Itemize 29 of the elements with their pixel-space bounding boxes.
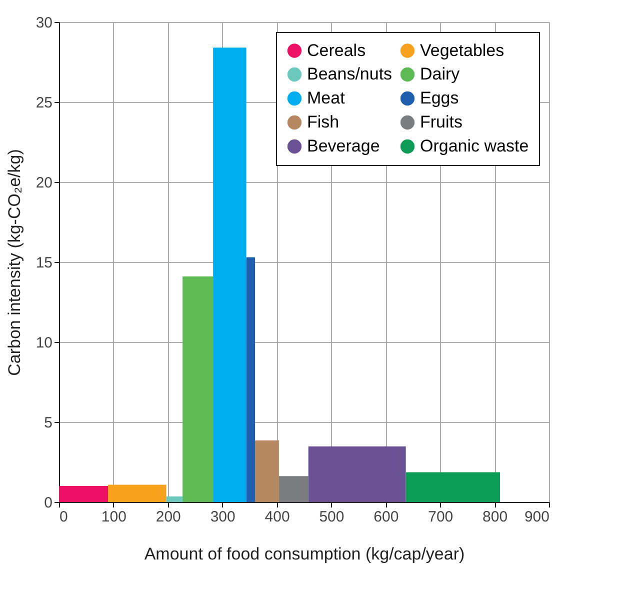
x-tick-label: 600 <box>374 508 399 526</box>
legend-label: Beverage <box>307 136 380 156</box>
legend-label: Dairy <box>420 64 460 84</box>
y-tick-label: 0 <box>44 494 52 512</box>
legend-label: Organic waste <box>420 136 529 156</box>
legend-label: Fruits <box>420 112 462 132</box>
x-tick-label: 700 <box>428 508 454 526</box>
x-tick-label: 800 <box>482 508 508 526</box>
y-tick-label: 25 <box>36 94 52 112</box>
y-tick-label: 30 <box>36 14 52 32</box>
legend-label: Vegetables <box>420 40 504 60</box>
legend-label: Meat <box>307 88 346 108</box>
x-tick-label: 0 <box>60 508 68 526</box>
x-tick-label: 100 <box>101 508 126 526</box>
x-tick-label: 400 <box>264 508 290 526</box>
x-tick-label: 500 <box>319 508 344 526</box>
legend-label: Cereals <box>307 40 366 60</box>
y-tick-label: 20 <box>36 174 52 192</box>
y-tick-label: 15 <box>36 254 52 272</box>
legend-label: Fish <box>307 112 340 132</box>
x-tick-label: 300 <box>210 508 236 526</box>
y-tick-label: 5 <box>44 414 52 432</box>
legend-label: Eggs <box>420 88 459 108</box>
y-axis-title: Carbon intensity (kg-CO₂e/kg) <box>4 149 24 376</box>
y-tick-label: 10 <box>36 334 52 352</box>
legend-label: Beans/nuts <box>307 64 392 84</box>
x-axis-title: Amount of food consumption (kg/cap/year) <box>144 544 465 564</box>
x-tick-label: 900 <box>524 508 550 526</box>
x-tick-label: 200 <box>156 508 181 526</box>
